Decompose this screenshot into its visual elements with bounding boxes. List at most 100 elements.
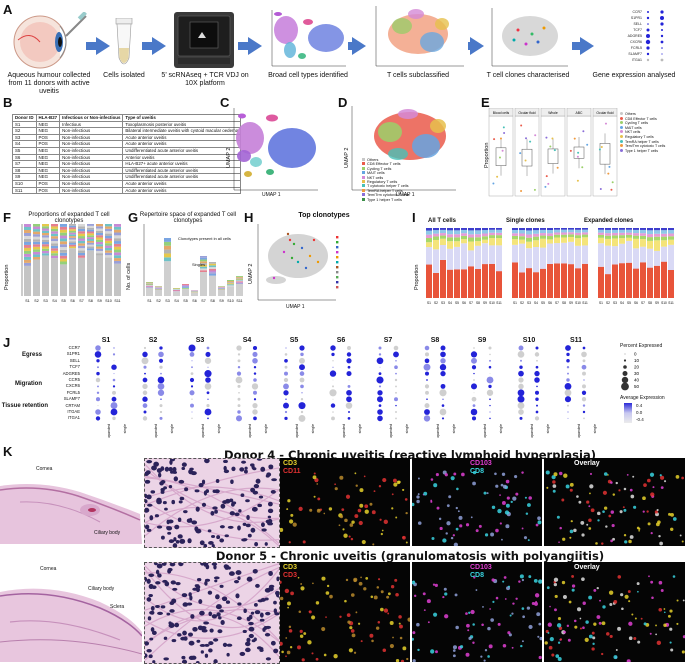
cell-signal	[502, 501, 506, 505]
bar-segment	[78, 258, 85, 296]
bar-segment	[60, 247, 67, 250]
bar-segment	[200, 258, 207, 260]
nucleus	[214, 579, 217, 582]
bar-segment	[640, 228, 646, 230]
cell-signal	[536, 524, 539, 527]
cell-signal	[329, 507, 332, 510]
cell-signal	[390, 621, 394, 625]
tick-label: S10	[227, 299, 233, 303]
table-cell: S11	[13, 187, 37, 194]
nucleus	[189, 595, 192, 600]
box-point	[607, 173, 609, 175]
dot	[284, 417, 287, 420]
cell-signal	[500, 522, 502, 524]
cell-signal	[447, 504, 450, 507]
bar-segment	[468, 230, 474, 234]
bar-segment	[69, 224, 76, 226]
bar-segment	[547, 239, 553, 243]
bar-segment	[612, 233, 618, 235]
bar-segment	[598, 230, 604, 233]
nucleus	[182, 462, 187, 467]
cell-signal	[574, 626, 577, 629]
nucleus	[271, 478, 277, 481]
cell-signal	[489, 644, 493, 648]
dot	[518, 402, 525, 409]
dot	[300, 385, 304, 389]
cell-signal	[344, 519, 348, 523]
legend-label: CD8 Effector T cells	[625, 117, 657, 121]
box-point	[529, 141, 531, 143]
legend-dot	[620, 144, 623, 147]
flow-arrow-6-head	[580, 37, 594, 55]
bar-segment	[496, 233, 502, 235]
nucleus	[146, 649, 151, 652]
dot	[238, 353, 240, 355]
dot	[330, 345, 335, 350]
bar-segment	[489, 228, 495, 230]
cell-signal	[569, 601, 572, 604]
dot	[518, 396, 525, 403]
dot	[160, 411, 162, 413]
cell-signal	[466, 624, 470, 628]
dot	[253, 346, 257, 350]
bar-segment	[426, 231, 432, 235]
dot	[143, 378, 148, 383]
tick-label: S7	[555, 301, 559, 305]
legend-label: Type 1 helper T cells	[367, 198, 402, 202]
nucleus	[235, 593, 239, 598]
dot	[159, 346, 162, 349]
cell-signal	[637, 591, 639, 593]
bar-segment	[654, 237, 660, 241]
cell-signal	[406, 658, 408, 660]
bar-segment	[426, 242, 432, 247]
bar-segment	[440, 260, 446, 298]
dot	[159, 359, 163, 363]
bar-segment	[475, 241, 481, 246]
nucleus	[271, 641, 276, 646]
cell-signal	[578, 501, 581, 504]
cell-signal	[601, 653, 603, 655]
cell-signal	[673, 575, 676, 578]
bar-segment	[468, 266, 474, 298]
cell-signal	[472, 482, 476, 486]
legend-swatch	[362, 193, 365, 196]
cell-signal	[312, 582, 314, 584]
cell-signal	[555, 595, 558, 598]
bar-segment	[42, 237, 49, 239]
dot	[583, 359, 586, 362]
table-cell: Non-infectious	[60, 180, 123, 187]
bar-segment	[24, 254, 31, 257]
bar-segment	[227, 282, 234, 283]
cell-signal	[661, 486, 664, 489]
dot	[301, 392, 302, 393]
flow-arrow-3-head	[248, 37, 262, 55]
dot	[238, 404, 241, 407]
cell-signal	[418, 478, 420, 480]
cell-signal	[436, 473, 439, 476]
bar-segment	[209, 265, 216, 267]
dot	[393, 351, 399, 357]
legend-dot	[625, 354, 626, 355]
cell-signal	[522, 607, 525, 610]
nucleus	[261, 522, 265, 527]
dot	[348, 366, 351, 369]
cell-signal	[487, 492, 489, 494]
bar-segment	[105, 250, 112, 252]
legend-item: Type 1 helper T cells	[362, 198, 410, 202]
nucleus	[163, 486, 167, 489]
bar-segment	[33, 257, 40, 260]
dot	[236, 345, 241, 350]
channel-cd3-4: CD3	[283, 460, 297, 467]
cell-signal	[601, 542, 603, 544]
cell-signal	[515, 598, 517, 600]
cell-signal	[661, 589, 664, 592]
tick-label: S6	[70, 299, 74, 303]
cell-signal	[638, 530, 640, 532]
dot	[238, 392, 240, 394]
umap-h-xlabel: UMAP 1	[286, 304, 305, 310]
bar-segment	[51, 248, 58, 250]
bar-segment	[96, 240, 103, 242]
box-point	[525, 137, 527, 139]
dot	[238, 366, 240, 368]
dot	[112, 397, 117, 402]
